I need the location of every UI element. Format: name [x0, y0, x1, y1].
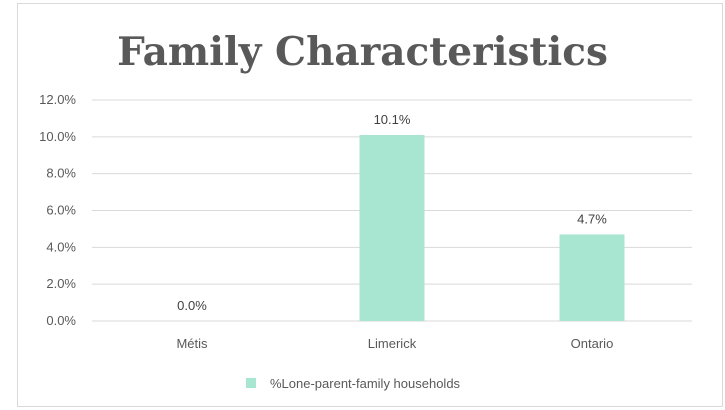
data-label: 4.7% [577, 211, 607, 226]
x-axis-categories: Métis Limerick Ontario [176, 336, 613, 351]
y-tick-label: 2.0% [46, 276, 76, 291]
x-category-label: Métis [176, 336, 208, 351]
bar [559, 234, 625, 321]
y-tick-label: 12.0% [39, 92, 76, 107]
y-tick-label: 10.0% [39, 129, 76, 144]
legend-swatch [246, 378, 256, 388]
legend: %Lone-parent-family households [246, 374, 460, 392]
y-tick-label: 6.0% [46, 203, 76, 218]
y-axis-ticks: 0.0% 2.0% 4.0% 6.0% 8.0% 10.0% 12.0% [39, 92, 76, 328]
x-category-label: Limerick [368, 336, 417, 351]
y-tick-label: 8.0% [46, 166, 76, 181]
bars [359, 134, 625, 321]
x-category-label: Ontario [571, 336, 614, 351]
bar [359, 134, 425, 321]
legend-label: %Lone-parent-family households [270, 375, 461, 391]
y-tick-label: 0.0% [46, 313, 76, 328]
chart-title: Family Characteristics [117, 29, 608, 75]
data-label: 10.1% [374, 112, 411, 127]
y-tick-label: 4.0% [46, 239, 76, 254]
data-labels: 0.0% 10.1% 4.7% [177, 112, 607, 313]
data-label: 0.0% [177, 298, 207, 313]
